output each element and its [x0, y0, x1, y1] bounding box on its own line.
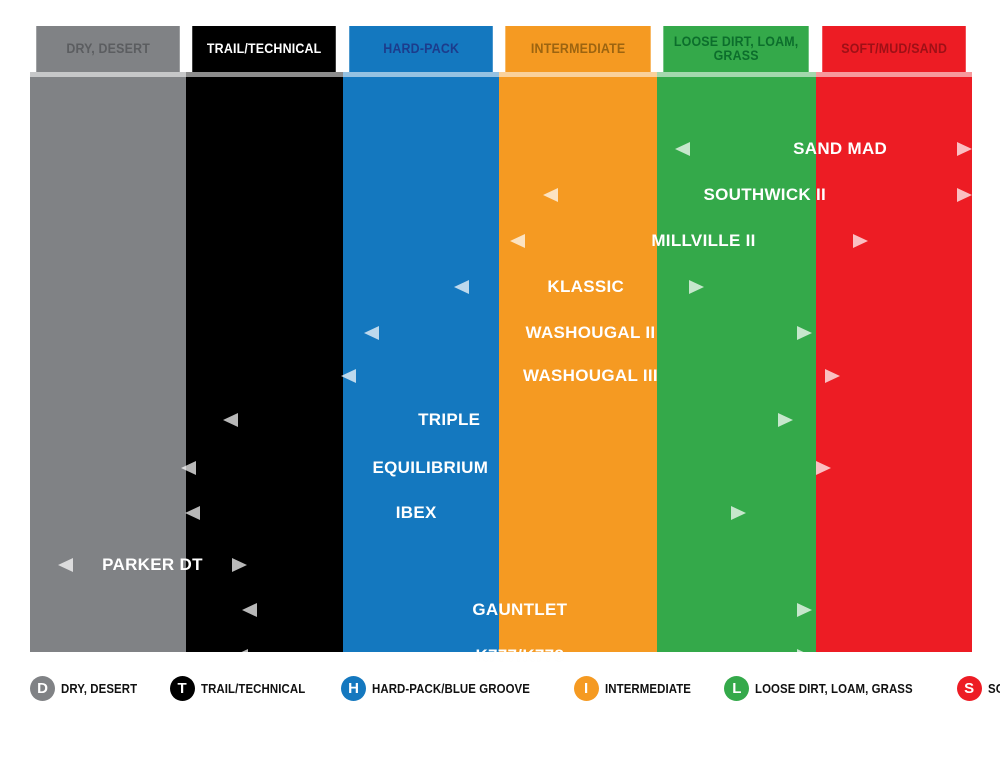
arrow-left-icon [180, 461, 196, 475]
terrain-header-band: DRY, DESERT TRAIL/TECHNICAL HARD-PACK INTER… [30, 26, 972, 72]
terrain-column-4 [657, 77, 816, 652]
terrain-color-columns [30, 77, 972, 652]
legend-item-label: LOOSE DIRT, LOAM, GRASS [755, 680, 914, 696]
arrow-right-icon [778, 413, 794, 427]
legend-item-l[interactable]: L LOOSE DIRT, LOAM, GRASS [724, 675, 934, 701]
arrow-left-icon [340, 369, 356, 383]
tire-model-label: GAUNTLET [472, 600, 568, 619]
legend-badge-icon: D [30, 675, 55, 701]
tire-range-row: KLASSIC [30, 274, 972, 300]
legend-item-label: SOFT/MUD/SAND [987, 680, 1000, 696]
arrow-left-icon [223, 413, 239, 427]
legend-item-label: HARD-PACK/BLUE GROOVE [372, 680, 531, 696]
header-separator-segment [499, 72, 658, 77]
terrain-header-label: DRY, DESERT [66, 40, 151, 56]
arrow-right-icon [957, 188, 972, 202]
legend-item-label: TRAIL/TECHNICAL [200, 680, 305, 696]
tire-range-row: GAUNTLET [30, 597, 972, 623]
tire-model-label: PARKER DT [102, 555, 203, 574]
arrow-right-icon [815, 461, 831, 475]
legend-badge-icon: L [724, 675, 750, 701]
terrain-suitability-chart: DRY, DESERT TRAIL/TECHNICAL HARD-PACK INTER… [30, 26, 972, 665]
terrain-header-label: SOFT/MUD/SAND [840, 40, 947, 56]
legend-item-i[interactable]: I INTERMEDIATE [573, 675, 703, 701]
terrain-legend: D DRY, DESERT T TRAIL/TECHNICAL H HARD-PACK/B… [30, 668, 1000, 708]
header-separator-segment [30, 72, 187, 77]
arrow-left-icon [241, 603, 257, 617]
terrain-header-1: TRAIL/TECHNICAL [192, 26, 337, 72]
arrow-right-icon [796, 326, 812, 340]
arrow-right-icon [688, 280, 704, 294]
header-separator-segment [657, 72, 816, 77]
terrain-header-2: HARD-PACK [348, 26, 493, 72]
legend-badge-icon: S [956, 675, 982, 701]
tire-model-label: SAND MAD [793, 139, 888, 158]
tire-model-label: TRIPLE [418, 410, 481, 429]
tire-range-row: EQUILIBRIUM [30, 455, 972, 481]
legend-item-h[interactable]: H HARD-PACK/BLUE GROOVE [341, 675, 552, 701]
arrow-left-icon [58, 558, 74, 572]
terrain-header-label: INTERMEDIATE [530, 40, 626, 56]
tire-model-label: MILLVILLE II [651, 231, 756, 250]
tire-range-row: WASHOUGAL II [30, 320, 972, 346]
tire-range-row: TRIPLE [30, 407, 972, 433]
arrow-left-icon [543, 188, 559, 202]
tire-range-row: SOUTHWICK II [30, 182, 972, 208]
tire-range-rows: SAND MAD SOUTHWICK II MILLVILLE II KLASSIC W… [30, 77, 972, 665]
legend-badge-icon: T [169, 675, 195, 701]
arrow-right-icon [957, 142, 972, 156]
terrain-header-label: HARD-PACK [382, 40, 459, 56]
legend-item-s[interactable]: S SOFT/MUD/SAND [956, 675, 1000, 701]
tire-range-row: PARKER DT [30, 552, 972, 578]
legend-item-label: INTERMEDIATE [604, 680, 691, 696]
arrow-right-icon [730, 506, 746, 520]
tire-model-label: IBEX [395, 503, 437, 522]
tire-model-label: EQUILIBRIUM [372, 458, 489, 477]
arrow-left-icon [510, 234, 526, 248]
header-separator [30, 72, 972, 77]
terrain-header-label: TRAIL/TECHNICAL [207, 40, 322, 56]
legend-item-label: DRY, DESERT [61, 680, 138, 696]
terrain-column-5 [815, 77, 972, 652]
tire-model-label: WASHOUGAL II [525, 323, 656, 342]
arrow-left-icon [675, 142, 691, 156]
arrow-right-icon [796, 649, 812, 663]
arrow-right-icon [825, 369, 841, 383]
tire-model-label: KLASSIC [547, 277, 625, 296]
legend-badge-icon: H [341, 675, 367, 701]
tire-range-row: IBEX [30, 500, 972, 526]
arrow-left-icon [185, 506, 201, 520]
tire-range-row: WASHOUGAL III [30, 363, 972, 389]
arrow-right-icon [853, 234, 869, 248]
arrow-right-icon [796, 603, 812, 617]
terrain-column-3 [499, 77, 658, 652]
tire-model-label: WASHOUGAL III [523, 366, 658, 385]
tire-range-row: MILLVILLE II [30, 228, 972, 254]
arrow-left-icon [453, 280, 469, 294]
tire-range-row: SAND MAD [30, 136, 972, 162]
header-separator-segment [342, 72, 500, 77]
legend-badge-icon: I [573, 675, 599, 701]
tire-model-label: SOUTHWICK II [703, 185, 827, 204]
arrow-right-icon [231, 558, 247, 572]
terrain-header-0: DRY, DESERT [36, 26, 181, 72]
header-separator-segment [815, 72, 972, 77]
terrain-header-5: SOFT/MUD/SAND [821, 26, 966, 72]
arrow-left-icon [232, 649, 248, 663]
tire-range-row: K777/K778 [30, 643, 972, 669]
terrain-header-label: LOOSE DIRT, LOAM, GRASS [674, 33, 799, 63]
legend-item-d[interactable]: D DRY, DESERT [30, 675, 148, 701]
legend-item-t[interactable]: T TRAIL/TECHNICAL [169, 675, 320, 701]
arrow-left-icon [364, 326, 380, 340]
terrain-header-3: INTERMEDIATE [505, 26, 651, 72]
terrain-column-2 [342, 77, 500, 652]
terrain-header-4: LOOSE DIRT, LOAM, GRASS [663, 26, 810, 72]
header-separator-segment [186, 72, 343, 77]
tire-model-label: K777/K778 [475, 646, 565, 665]
terrain-column-1 [186, 77, 343, 652]
terrain-column-0 [30, 77, 187, 652]
